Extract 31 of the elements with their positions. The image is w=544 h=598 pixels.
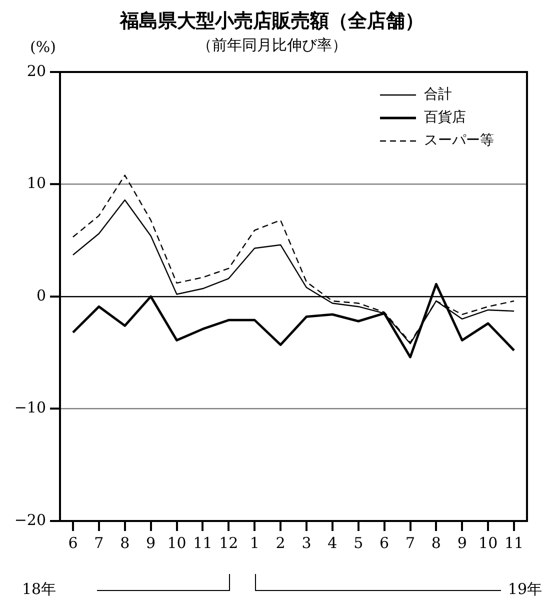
x-tick-label: 3 — [302, 534, 312, 552]
x-tick-label: 5 — [354, 534, 364, 552]
legend-label: 百貨店 — [424, 110, 466, 126]
y-tick-label: 10 — [26, 174, 46, 192]
x-tick-label: 1 — [250, 534, 260, 552]
x-tick-label: 6 — [380, 534, 390, 552]
x-tick-label: 4 — [328, 534, 338, 552]
x-tick-label: 9 — [146, 534, 156, 552]
y-tick-label: 0 — [36, 286, 46, 304]
x-tick-label: 12 — [219, 534, 238, 552]
x-tick-label: 2 — [276, 534, 286, 552]
chart-title: 福島県大型小売店販売額（全店舗） — [118, 9, 425, 34]
x-tick-label: 7 — [94, 534, 104, 552]
x-tick-label: 8 — [431, 534, 441, 552]
x-tick-label: 9 — [457, 534, 467, 552]
y-tick-label: −20 — [14, 510, 46, 529]
x-tick-label: 11 — [504, 534, 524, 552]
x-tick-label: 10 — [167, 534, 186, 552]
y-axis-title: (%) — [30, 38, 56, 56]
text: 19年 — [508, 580, 542, 598]
x-tick-label: 6 — [68, 534, 78, 552]
legend-label: スーパー等 — [424, 132, 494, 149]
legend-label: 合計 — [424, 86, 452, 103]
x-tick-label: 10 — [478, 534, 498, 552]
x-tick-label: 11 — [193, 534, 212, 552]
x-tick-label: 7 — [405, 534, 416, 552]
y-tick-label: 20 — [26, 62, 46, 80]
text: 18年 — [22, 580, 56, 598]
x-tick-label: 8 — [120, 534, 130, 552]
chart-subtitle: （前年同月比伸び率） — [197, 36, 347, 54]
y-tick-label: −10 — [14, 398, 46, 417]
